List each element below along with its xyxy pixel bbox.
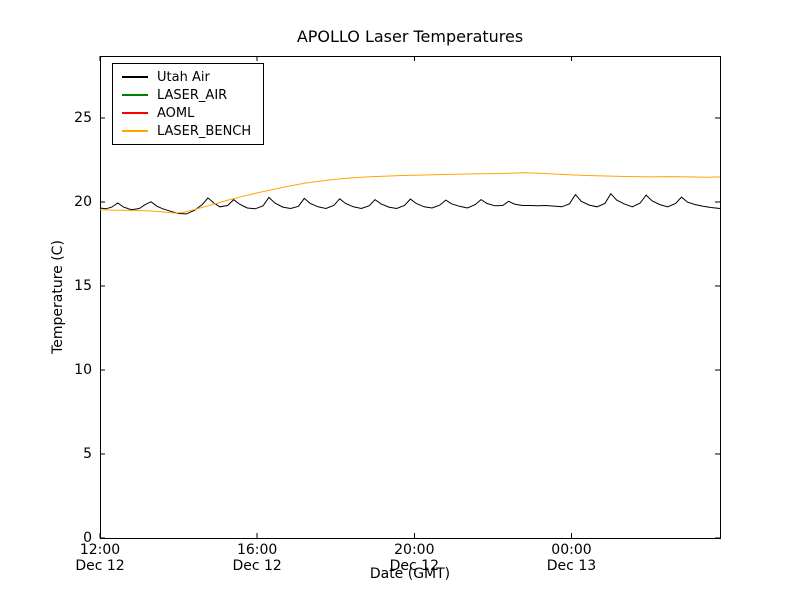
legend: Utah Air LASER_AIR AOML LASER_BENCH xyxy=(112,63,265,145)
legend-item-laser-air: LASER_AIR xyxy=(122,86,251,104)
y-tick-label: 25 xyxy=(74,110,92,127)
y-tick-label: 5 xyxy=(83,446,92,463)
legend-line-sample-aoml xyxy=(122,112,148,114)
y-tick-label: 10 xyxy=(74,362,92,379)
legend-label-laser-air: LASER_AIR xyxy=(157,87,228,103)
y-tick-label: 15 xyxy=(74,278,92,295)
x-tick-label-time: 16:00 xyxy=(236,542,278,558)
legend-item-utah-air: Utah Air xyxy=(122,68,251,86)
x-tick-label-time: 00:00 xyxy=(551,542,592,558)
x-tick-label-date: Dec 13 xyxy=(546,558,597,574)
legend-line-sample-laser-bench xyxy=(122,130,148,132)
y-tick-label: 20 xyxy=(74,194,92,211)
x-axis-label: Date (GMT) xyxy=(369,566,451,582)
legend-item-aoml: AOML xyxy=(122,104,251,122)
x-tick-label-time: 20:00 xyxy=(394,542,435,558)
legend-label-aoml: AOML xyxy=(157,105,195,121)
x-tick-label-time: 12:00 xyxy=(79,542,121,558)
legend-label-laser-bench: LASER_BENCH xyxy=(157,123,252,139)
x-tick-label-date: Dec 12 xyxy=(232,558,282,574)
legend-line-sample-utah-air xyxy=(122,76,148,78)
legend-line-sample-laser-air xyxy=(122,94,148,96)
series-line-laser-bench xyxy=(99,172,721,214)
x-tick-label-date: Dec 12 xyxy=(75,558,125,574)
series-line-utah-air xyxy=(99,192,721,215)
y-tick-label: 0 xyxy=(83,530,92,546)
legend-label-utah-air: Utah Air xyxy=(157,69,210,85)
axes-frame xyxy=(100,56,721,539)
x-tick-label-date: Dec 12 xyxy=(389,558,439,574)
legend-item-laser-bench: LASER_BENCH xyxy=(122,122,251,140)
chart-title: APOLLO Laser Temperatures xyxy=(296,27,524,46)
